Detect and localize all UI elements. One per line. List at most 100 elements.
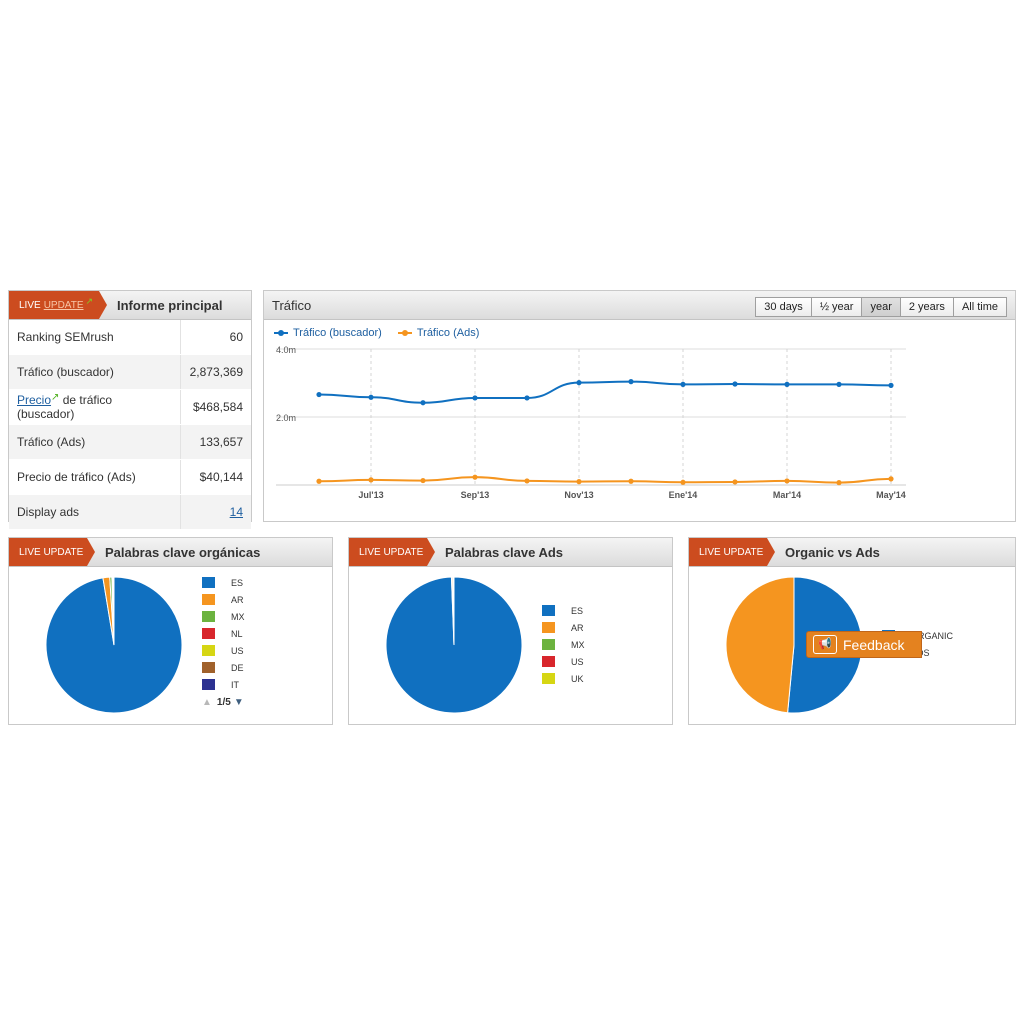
external-link-icon[interactable]: ↗ (51, 392, 60, 403)
row-value: 60 (180, 320, 251, 355)
legend-label: AR (231, 594, 244, 605)
traffic-line-chart: 4.0m 2.0m Jul'13 Sep'13 Nov'13 Ene'14 Mar'14 Ma… (276, 345, 906, 500)
legend-item-mx[interactable]: MX (542, 636, 585, 653)
live-update-badge[interactable]: LIVE UPDATE (349, 538, 435, 566)
data-point[interactable] (524, 478, 530, 484)
legend-label: MX (571, 639, 585, 650)
legend-item-es[interactable]: ES (202, 574, 245, 591)
row-value: 133,657 (180, 424, 251, 460)
data-point[interactable] (836, 480, 842, 486)
legend-item-us[interactable]: US (202, 642, 245, 659)
data-point[interactable] (836, 381, 842, 387)
legend-item-it[interactable]: IT (202, 676, 245, 693)
legend-item-ar[interactable]: AR (202, 591, 245, 608)
legend-label: ES (231, 577, 244, 588)
legend-item-ads[interactable]: Tráfico (Ads) (397, 327, 479, 339)
traffic-legend: Tráfico (buscador) Tráfico (Ads) (274, 327, 495, 339)
data-point[interactable] (628, 478, 634, 484)
legend-swatch (202, 594, 215, 605)
data-point[interactable] (680, 381, 686, 387)
legend-item-mx[interactable]: MX (202, 608, 245, 625)
row-label: Ranking SEMrush (9, 320, 181, 355)
range-2-years-button[interactable]: 2 years (899, 297, 954, 317)
legend-swatch (542, 656, 555, 667)
legend-item-nl[interactable]: NL (202, 625, 245, 642)
external-link-icon[interactable]: ↗ (85, 295, 94, 306)
legend-swatch (202, 679, 215, 690)
live-update-badge[interactable]: LIVE UPDATE (9, 538, 95, 566)
ads-keywords-pie (385, 576, 523, 714)
legend-label: ES (571, 605, 584, 616)
x-tick-label: Sep'13 (461, 490, 490, 500)
pager-down-icon[interactable]: ▼ (233, 697, 244, 708)
live-label: LIVE (19, 299, 41, 311)
live-update-badge[interactable]: LIVE UPDATE (689, 538, 775, 566)
precio-link[interactable]: Precio (17, 393, 52, 407)
data-point[interactable] (316, 478, 322, 484)
pager-up-icon[interactable]: ▲ (202, 697, 212, 708)
data-point[interactable] (888, 476, 894, 482)
legend-label: ORGANIC (911, 630, 954, 641)
legend-item-es[interactable]: ES (542, 602, 585, 619)
legend-item-de[interactable]: DE (202, 659, 245, 676)
data-point[interactable] (784, 478, 790, 484)
summary-title: Informe principal (117, 298, 223, 313)
traffic-title: Tráfico (272, 298, 312, 313)
range-year-button[interactable]: year (861, 297, 901, 317)
feedback-button[interactable]: 📢 Feedback (806, 631, 922, 658)
pie-slice-ads[interactable] (725, 576, 795, 714)
live-update-badge[interactable]: LIVE UPDATE ↗ (9, 291, 107, 319)
traffic-panel: Tráfico 30 days ½ year year 2 years All … (263, 290, 1016, 522)
data-point[interactable] (524, 395, 530, 401)
update-link[interactable]: UPDATE (43, 299, 84, 311)
x-tick-label: May'14 (876, 490, 906, 500)
legend-swatch (202, 628, 215, 639)
row-label: Display ads (9, 494, 181, 530)
data-point[interactable] (368, 477, 374, 483)
legend-label: NL (231, 628, 243, 639)
data-point[interactable] (316, 391, 322, 398)
display-ads-link[interactable]: 14 (229, 505, 243, 519)
organic-keywords-pie (45, 576, 183, 714)
data-point[interactable] (888, 382, 894, 388)
y-tick-label: 2.0m (276, 413, 296, 423)
data-point[interactable] (576, 380, 582, 386)
data-point[interactable] (628, 379, 634, 385)
legend-item-organic[interactable]: Tráfico (buscador) (274, 327, 382, 339)
range-all-time-button[interactable]: All time (952, 297, 1007, 317)
organic-keywords-title: Palabras clave orgánicas (105, 545, 261, 560)
row-value: $40,144 (180, 459, 251, 495)
feedback-label: Feedback (843, 636, 905, 653)
range-half-year-button[interactable]: ½ year (810, 297, 863, 317)
data-point[interactable] (732, 479, 738, 485)
y-tick-label: 4.0m (276, 345, 296, 355)
data-point[interactable] (732, 381, 738, 387)
legend-label: UK (571, 673, 584, 684)
legend-label: DE (231, 662, 244, 673)
data-point[interactable] (368, 394, 374, 400)
row-label: Tráfico (buscador) (9, 354, 181, 390)
table-row: Ranking SEMrush 60 (9, 320, 251, 355)
legend-item-us[interactable]: US (542, 653, 585, 670)
data-point[interactable] (680, 479, 686, 485)
data-point[interactable] (420, 477, 426, 484)
series-line-0 (318, 380, 892, 404)
data-point[interactable] (784, 381, 790, 387)
range-30-days-button[interactable]: 30 days (755, 297, 812, 317)
ads-keywords-panel: LIVE UPDATE Palabras clave Ads ES AR MX US U… (348, 537, 673, 725)
legend-item-ar[interactable]: AR (542, 619, 585, 636)
row-label: Precio de tráfico (Ads) (9, 459, 181, 495)
legend-swatch-ads (397, 330, 412, 336)
data-point[interactable] (472, 474, 478, 480)
data-point[interactable] (576, 479, 582, 485)
data-point[interactable] (472, 395, 478, 401)
megaphone-icon: 📢 (813, 635, 837, 654)
legend-item-uk[interactable]: UK (542, 670, 585, 687)
table-row: Precio de tráfico (Ads) $40,144 (9, 459, 251, 495)
organic-keywords-panel: LIVE UPDATE Palabras clave orgánicas ES A… (8, 537, 333, 725)
ads-keywords-legend: ES AR MX US UK (542, 602, 585, 687)
legend-swatch-organic (274, 330, 288, 336)
row-label-rest: de tráfico (buscador) (17, 393, 113, 421)
x-tick-label: Ene'14 (669, 490, 698, 500)
data-point[interactable] (420, 400, 426, 406)
